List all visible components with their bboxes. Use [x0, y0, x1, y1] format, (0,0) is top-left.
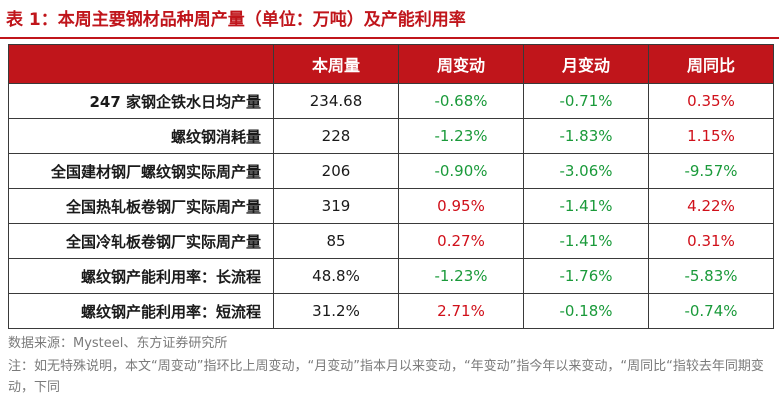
value-cell: 228	[273, 118, 399, 154]
month-change-cell: -0.18%	[523, 293, 649, 329]
week-change-cell: -1.23%	[398, 258, 524, 294]
value-cell: 319	[273, 188, 399, 224]
table-row: 螺纹钢产能利用率：短流程 31.2% 2.71% -0.18% -0.74%	[8, 293, 774, 329]
data-source: 数据来源：Mysteel、东方证券研究所	[8, 336, 228, 351]
week-change-cell: -0.68%	[398, 83, 524, 119]
row-label: 全国建材钢厂螺纹钢实际周产量	[8, 153, 274, 189]
month-change-cell: -3.06%	[523, 153, 649, 189]
header-cell-item	[8, 44, 274, 84]
row-label: 全国热轧板卷钢厂实际周产量	[8, 188, 274, 224]
value-cell: 206	[273, 153, 399, 189]
table-row: 全国热轧板卷钢厂实际周产量 319 0.95% -1.41% 4.22%	[8, 188, 774, 224]
value-cell: 48.8%	[273, 258, 399, 294]
header-cell-week-change: 周变动	[398, 44, 524, 84]
row-label: 螺纹钢产能利用率：短流程	[8, 293, 274, 329]
yoy-cell: -5.83%	[648, 258, 774, 294]
week-change-cell: -1.23%	[398, 118, 524, 154]
week-change-cell: 2.71%	[398, 293, 524, 329]
month-change-cell: -0.71%	[523, 83, 649, 119]
footnote: 注：如无特殊说明，本文“周变动”指环比上周变动，“月变动”指本月以来变动，“年变…	[8, 359, 764, 395]
value-cell: 85	[273, 223, 399, 259]
table-row: 247 家钢企铁水日均产量 234.68 -0.68% -0.71% 0.35%	[8, 83, 774, 119]
table-row: 螺纹钢产能利用率：长流程 48.8% -1.23% -1.76% -5.83%	[8, 258, 774, 294]
yoy-cell: -9.57%	[648, 153, 774, 189]
month-change-cell: -1.76%	[523, 258, 649, 294]
header-cell-value: 本周量	[273, 44, 399, 84]
week-change-cell: -0.90%	[398, 153, 524, 189]
row-label: 螺纹钢消耗量	[8, 118, 274, 154]
header-row: 本周量 周变动 月变动 周同比	[8, 44, 774, 84]
yoy-cell: 1.15%	[648, 118, 774, 154]
table-title: 表 1：本周主要钢材品种周产量（单位：万吨）及产能利用率	[6, 10, 466, 30]
yoy-cell: 4.22%	[648, 188, 774, 224]
week-change-cell: 0.95%	[398, 188, 524, 224]
month-change-cell: -1.41%	[523, 188, 649, 224]
table-row: 螺纹钢消耗量 228 -1.23% -1.83% 1.15%	[8, 118, 774, 154]
header-cell-month-change: 月变动	[523, 44, 649, 84]
table-row: 全国建材钢厂螺纹钢实际周产量 206 -0.90% -3.06% -9.57%	[8, 153, 774, 189]
title-divider	[0, 37, 779, 39]
row-label: 螺纹钢产能利用率：长流程	[8, 258, 274, 294]
yoy-cell: 0.31%	[648, 223, 774, 259]
row-label: 全国冷轧板卷钢厂实际周产量	[8, 223, 274, 259]
table-row: 全国冷轧板卷钢厂实际周产量 85 0.27% -1.41% 0.31%	[8, 223, 774, 259]
month-change-cell: -1.83%	[523, 118, 649, 154]
week-change-cell: 0.27%	[398, 223, 524, 259]
value-cell: 234.68	[273, 83, 399, 119]
header-cell-yoy: 周同比	[648, 44, 774, 84]
month-change-cell: -1.41%	[523, 223, 649, 259]
production-table: 本周量 周变动 月变动 周同比 247 家钢企铁水日均产量 234.68 -0.68…	[8, 44, 774, 329]
yoy-cell: -0.74%	[648, 293, 774, 329]
value-cell: 31.2%	[273, 293, 399, 329]
yoy-cell: 0.35%	[648, 83, 774, 119]
row-label: 247 家钢企铁水日均产量	[8, 83, 274, 119]
